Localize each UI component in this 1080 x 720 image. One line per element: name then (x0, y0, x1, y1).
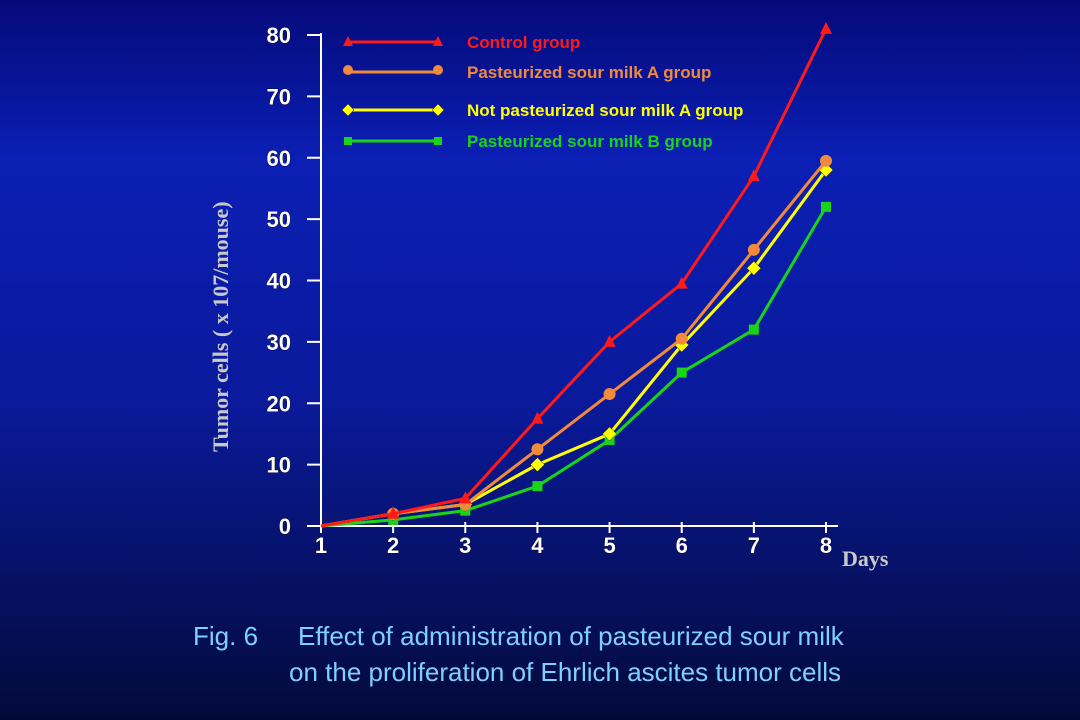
y-tick-label: 0 (279, 514, 291, 539)
legend-label-not-pasteurized-sour-milk-a-group: Not pasteurized sour milk A group (467, 101, 743, 120)
data-point-control-group (675, 276, 688, 289)
caption-line-1: Effect of administration of pasteurized … (298, 621, 844, 651)
y-axis-label: Tumor cells ( x 107/mouse) (208, 201, 233, 452)
x-axis-label: Days (842, 546, 889, 571)
data-point-control-group (531, 411, 544, 424)
data-point-pasteurized-sour-milk-a-group (531, 443, 544, 456)
data-point-control-group (747, 169, 760, 182)
chart-legend: Control group Pasteurized sour milk A gro… (341, 33, 743, 151)
y-tick-label: 50 (267, 207, 291, 232)
line-chart: 0 10 20 30 40 50 60 70 80 1 2 3 4 5 6 7 8 Control group P… (208, 21, 889, 571)
series-line-pasteurized-sour-milk-a-group (320, 159, 828, 528)
legend-label-pasteurized-sour-milk-b-group: Pasteurized sour milk B group (467, 132, 713, 151)
data-point-pasteurized-sour-milk-a-group (747, 243, 760, 256)
data-point-pasteurized-sour-milk-a-group (675, 332, 688, 345)
x-tick-label: 2 (387, 533, 399, 558)
series-line-control-group (320, 28, 828, 528)
legend-marker-pasteurized-sour-milk-a-group (433, 65, 443, 75)
data-point-not-pasteurized-sour-milk-a-group (530, 457, 545, 472)
data-point-not-pasteurized-sour-milk-a-group (746, 260, 762, 276)
data-point-not-pasteurized-sour-milk-a-group (602, 426, 617, 442)
legend-marker-not-pasteurized-sour-milk-a-group (431, 103, 445, 117)
data-point-pasteurized-sour-milk-a-group (603, 388, 616, 401)
x-tick-label: 8 (820, 533, 832, 558)
y-tick-label: 10 (267, 453, 291, 478)
legend-label-control-group: Control group (467, 33, 580, 52)
data-point-control-group (459, 491, 472, 504)
data-point-control-group (603, 334, 616, 347)
figure-label: Fig. 6 (193, 621, 259, 651)
data-point-control-group (820, 21, 832, 34)
caption-line-2: on the proliferation of Ehrlich ascites … (289, 657, 842, 687)
data-point-control-group (387, 506, 400, 519)
x-tick-label: 5 (603, 533, 615, 558)
y-tick-label: 70 (267, 84, 291, 109)
data-point-pasteurized-sour-milk-b-group (821, 201, 831, 212)
legend-label-pasteurized-sour-milk-a-group: Pasteurized sour milk A group (467, 63, 711, 82)
legend-marker-control-group (343, 36, 353, 46)
x-tick-label: 3 (459, 533, 471, 558)
legend-marker-pasteurized-sour-milk-a-group (343, 65, 353, 75)
x-tick-label: 1 (315, 533, 327, 558)
y-tick-label: 30 (267, 330, 291, 355)
y-tick-label: 80 (267, 23, 291, 48)
y-tick-label: 60 (267, 146, 291, 171)
series-line-not-pasteurized-sour-milk-a-group (320, 169, 828, 528)
legend-marker-pasteurized-sour-milk-b-group (344, 137, 352, 145)
legend-marker-pasteurized-sour-milk-b-group (434, 137, 442, 145)
x-tick-label: 4 (531, 533, 544, 558)
legend-marker-control-group (433, 36, 443, 46)
series-line-pasteurized-sour-milk-b-group (320, 206, 828, 528)
data-point-pasteurized-sour-milk-a-group (820, 154, 832, 167)
legend-marker-not-pasteurized-sour-milk-a-group (341, 103, 355, 117)
chart-series (320, 21, 834, 528)
y-tick-label: 20 (267, 391, 291, 416)
data-point-pasteurized-sour-milk-b-group (676, 367, 687, 378)
x-tick-label: 7 (748, 533, 760, 558)
x-tick-label: 6 (676, 533, 688, 558)
y-tick-label: 40 (267, 269, 291, 294)
chart-ticks: 0 10 20 30 40 50 60 70 80 1 2 3 4 5 6 7 8 (266, 23, 832, 559)
data-point-pasteurized-sour-milk-b-group (532, 481, 543, 492)
data-point-pasteurized-sour-milk-b-group (748, 324, 759, 335)
